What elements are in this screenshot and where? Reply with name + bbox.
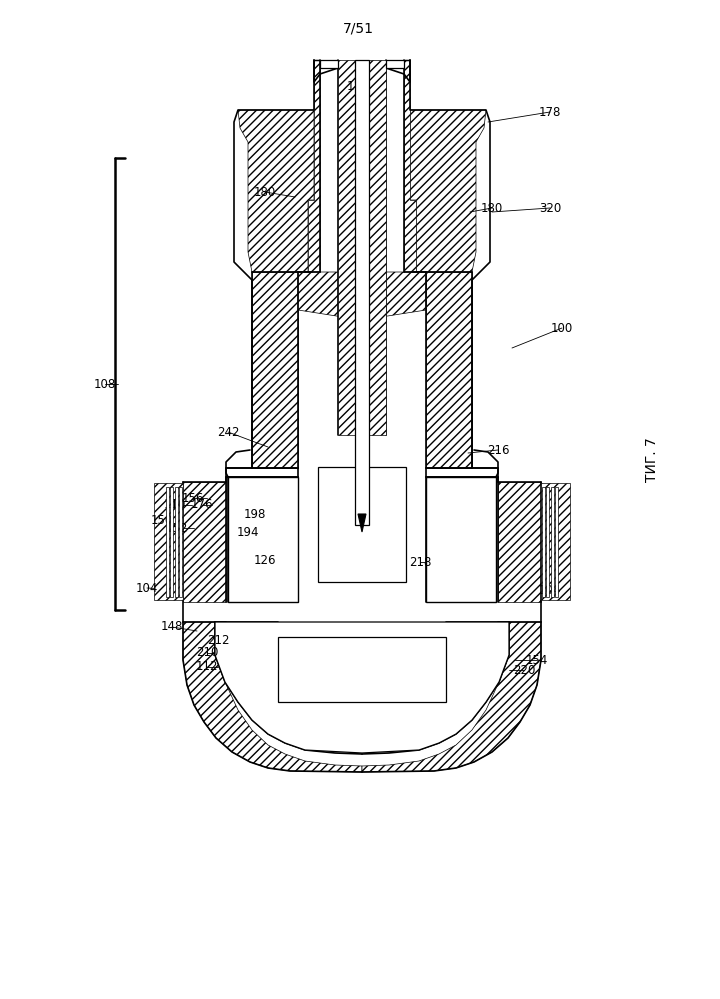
Polygon shape (555, 487, 558, 597)
Polygon shape (358, 514, 366, 532)
Text: 210: 210 (196, 646, 218, 659)
Text: 114: 114 (347, 80, 369, 93)
Text: 112: 112 (196, 660, 218, 673)
Polygon shape (166, 487, 169, 597)
Polygon shape (278, 637, 446, 702)
Polygon shape (252, 272, 298, 468)
Polygon shape (160, 60, 564, 780)
Polygon shape (183, 482, 226, 602)
Text: 178: 178 (539, 106, 561, 119)
Text: 180: 180 (254, 186, 276, 199)
Polygon shape (215, 622, 509, 753)
Text: 212: 212 (207, 633, 229, 646)
Text: 110: 110 (164, 499, 186, 511)
Text: ΤИГ. 7: ΤИГ. 7 (645, 438, 659, 483)
Text: 150: 150 (151, 513, 173, 526)
Text: 152: 152 (166, 521, 188, 534)
Polygon shape (175, 487, 178, 597)
Text: 104: 104 (136, 581, 158, 594)
Polygon shape (551, 487, 554, 597)
Polygon shape (386, 60, 410, 68)
Polygon shape (170, 487, 173, 597)
Text: 154: 154 (526, 653, 548, 666)
Polygon shape (154, 483, 183, 600)
Polygon shape (298, 272, 426, 320)
Text: 104: 104 (539, 583, 561, 596)
Polygon shape (308, 60, 320, 272)
Text: 148: 148 (161, 620, 183, 633)
Polygon shape (179, 487, 182, 597)
Polygon shape (426, 272, 472, 468)
Polygon shape (541, 483, 570, 600)
Text: 126: 126 (253, 553, 276, 566)
Text: 194: 194 (237, 525, 259, 538)
Text: 156: 156 (182, 492, 204, 504)
Text: 320: 320 (539, 202, 561, 215)
Polygon shape (546, 487, 549, 597)
Text: 198: 198 (244, 508, 266, 521)
Text: 100: 100 (551, 322, 573, 335)
Polygon shape (542, 487, 545, 597)
Polygon shape (404, 60, 416, 272)
Polygon shape (410, 110, 486, 272)
Text: 214: 214 (279, 653, 301, 666)
Polygon shape (238, 110, 314, 272)
Text: 218: 218 (409, 555, 431, 568)
Polygon shape (426, 477, 496, 602)
Polygon shape (338, 60, 386, 435)
Polygon shape (498, 482, 541, 602)
Polygon shape (314, 60, 338, 68)
Text: 176: 176 (191, 499, 213, 511)
Text: 7/51: 7/51 (343, 22, 374, 36)
Polygon shape (362, 622, 541, 772)
Polygon shape (355, 60, 369, 525)
Polygon shape (228, 477, 298, 602)
Polygon shape (183, 622, 362, 772)
Text: 180: 180 (481, 202, 503, 215)
Polygon shape (318, 467, 406, 582)
Text: 220: 220 (513, 663, 535, 676)
Text: 216: 216 (487, 444, 509, 457)
Text: 246: 246 (319, 515, 341, 528)
Text: 242: 242 (217, 426, 239, 439)
Text: 108: 108 (94, 378, 116, 391)
